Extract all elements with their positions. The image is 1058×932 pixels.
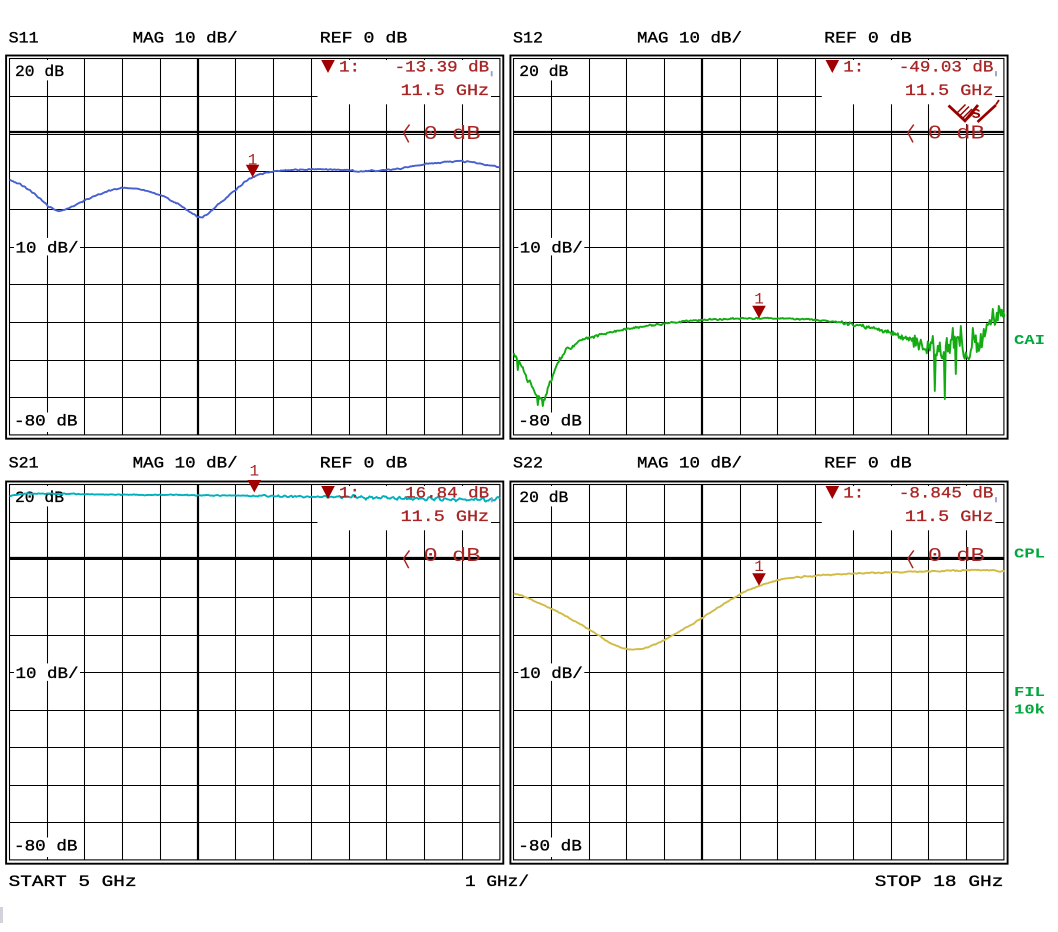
svg-text:MAG 10 dB/: MAG 10 dB/ (637, 455, 742, 473)
svg-text:0 dB: 0 dB (928, 545, 985, 567)
svg-text:10 dB/: 10 dB/ (520, 665, 583, 683)
svg-text:16.84 dB: 16.84 dB (405, 484, 489, 502)
svg-text:1:: 1: (843, 58, 864, 76)
svg-text:10 dB/: 10 dB/ (16, 239, 79, 257)
svg-text:-80 dB: -80 dB (518, 838, 582, 856)
svg-text:1: 1 (754, 291, 764, 309)
svg-text:0 dB: 0 dB (424, 545, 481, 567)
svg-text:-8.845 dB: -8.845 dB (899, 484, 994, 502)
svg-text:11.5 GHz: 11.5 GHz (401, 508, 490, 526)
svg-text:MAG 10 dB/: MAG 10 dB/ (637, 29, 742, 47)
svg-text:REF 0 dB: REF 0 dB (320, 29, 408, 47)
svg-text:20 dB: 20 dB (15, 63, 64, 81)
svg-text:20 dB: 20 dB (519, 489, 568, 507)
svg-text:CPL: CPL (1014, 547, 1045, 563)
svg-text:-49.03 dB: -49.03 dB (899, 58, 994, 76)
svg-text:S22: S22 (513, 455, 543, 473)
svg-text:10 dB/: 10 dB/ (520, 239, 583, 257)
svg-text:FIL: FIL (1014, 685, 1045, 701)
svg-text:1: 1 (249, 463, 259, 481)
svg-text:1:: 1: (843, 484, 864, 502)
svg-text:1: 1 (248, 152, 258, 170)
svg-text:S21: S21 (9, 455, 39, 473)
svg-text:MAG 10 dB/: MAG 10 dB/ (133, 455, 238, 473)
svg-text:-80 dB: -80 dB (14, 838, 78, 856)
svg-text:-80 dB: -80 dB (518, 413, 582, 431)
svg-text:1: 1 (754, 558, 764, 576)
svg-text:1:: 1: (339, 58, 360, 76)
svg-text:STOP 18 GHz: STOP 18 GHz (875, 873, 1004, 891)
svg-text:-13.39 dB: -13.39 dB (395, 58, 490, 76)
svg-text:REF 0 dB: REF 0 dB (320, 455, 408, 473)
svg-text:0 dB: 0 dB (928, 122, 985, 144)
svg-text:20 dB: 20 dB (519, 63, 568, 81)
svg-text:10k: 10k (1014, 702, 1045, 718)
svg-text:S12: S12 (513, 29, 543, 47)
svg-text:s: s (971, 105, 981, 124)
svg-text:MAG 10 dB/: MAG 10 dB/ (133, 29, 238, 47)
svg-text:-80 dB: -80 dB (14, 413, 78, 431)
svg-text:11.5 GHz: 11.5 GHz (401, 82, 490, 100)
svg-text:REF 0 dB: REF 0 dB (824, 455, 912, 473)
svg-text:0 dB: 0 dB (424, 123, 481, 145)
svg-text:1 GHz/: 1 GHz/ (465, 873, 529, 891)
svg-text:REF 0 dB: REF 0 dB (824, 29, 912, 47)
svg-text:11.5 GHz: 11.5 GHz (905, 82, 994, 100)
svg-text:11.5 GHz: 11.5 GHz (905, 508, 994, 526)
svg-text:CAI: CAI (1014, 333, 1045, 349)
svg-text:1:: 1: (339, 484, 360, 502)
svg-text:10 dB/: 10 dB/ (16, 665, 79, 683)
svg-text:20 dB: 20 dB (15, 489, 64, 507)
svg-text:START 5 GHz: START 5 GHz (9, 873, 137, 891)
svg-text:S11: S11 (9, 29, 39, 47)
